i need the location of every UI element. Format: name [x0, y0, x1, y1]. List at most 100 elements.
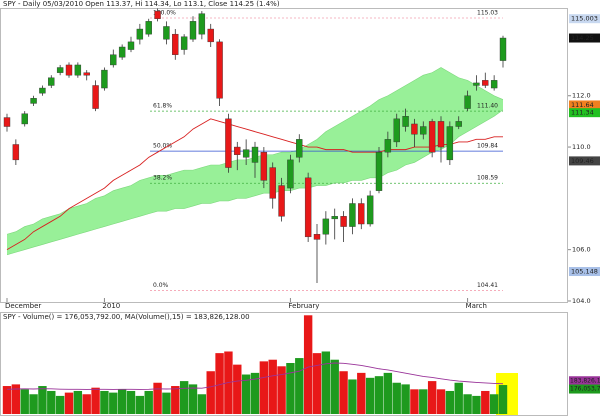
price-label-box: [569, 33, 600, 43]
candle-body: [83, 72, 90, 76]
candle-body: [349, 203, 356, 227]
x-tick-label: December: [5, 302, 41, 310]
candle-body: [101, 69, 108, 89]
price-label-box: [569, 267, 600, 277]
fib-label: 50.0%: [153, 143, 172, 150]
volume-bar: [401, 384, 410, 414]
candle-body: [437, 121, 445, 148]
y-tick-label: 104.0: [572, 297, 591, 305]
volume-bar: [339, 371, 348, 414]
candle-body: [118, 46, 126, 58]
volume-bar: [144, 390, 153, 414]
y-tick-label: 112.0: [572, 92, 591, 100]
candle-body: [48, 77, 55, 86]
volume-bar: [472, 395, 481, 414]
volume-bar: [91, 387, 100, 414]
volume-bar: [179, 381, 189, 414]
volume-bar: [197, 394, 207, 414]
volume-bar: [286, 363, 295, 414]
price-label: 111.34: [571, 109, 594, 117]
volume-bar: [321, 351, 331, 414]
price-label: 114.25: [571, 34, 594, 42]
fib-label: 38.2%: [153, 175, 172, 182]
volume-label-box: [569, 376, 600, 386]
candle-body: [145, 21, 152, 35]
candle-body: [154, 10, 161, 19]
candle-body: [136, 28, 144, 40]
candle-body: [499, 37, 507, 61]
volume-bar: [126, 390, 136, 414]
candle-body: [92, 85, 99, 109]
fib-label: 61.8%: [153, 103, 172, 110]
fib-value: 104.41: [477, 282, 498, 289]
volume-bar: [295, 358, 304, 414]
candle-body: [198, 13, 206, 35]
candle-body: [375, 151, 383, 191]
candle-body: [74, 64, 82, 76]
candle-body: [260, 151, 268, 181]
volume-bar: [436, 389, 446, 414]
candle-body: [313, 234, 321, 240]
volume-bar: [392, 382, 401, 414]
moving-average: [6, 118, 503, 251]
volume-bar: [303, 315, 313, 414]
price-panel-frame: [0, 8, 568, 303]
volume-bar: [233, 364, 242, 414]
volume-bar: [445, 390, 455, 414]
volume-bar: [374, 376, 384, 414]
candle-body: [127, 41, 135, 50]
cloud-edge: [6, 109, 504, 256]
candle-body: [358, 203, 365, 225]
volume-bar: [73, 390, 83, 414]
candle-body: [189, 21, 197, 40]
candle-body: [180, 36, 188, 50]
candle-body: [490, 80, 498, 89]
candle-body: [56, 67, 64, 73]
candle-body: [251, 146, 259, 163]
x-tick-label: March: [466, 302, 487, 310]
candle-body: [269, 167, 276, 199]
volume-bar: [38, 386, 47, 414]
volume-bar: [215, 353, 224, 414]
candle-body: [482, 80, 489, 86]
volume-bar: [419, 389, 428, 414]
volume-bar: [206, 371, 215, 414]
volume-bar: [29, 394, 38, 414]
fib-value: 115.03: [477, 10, 498, 17]
candle-body: [384, 139, 392, 153]
volume-bar: [171, 386, 180, 414]
volume-label: 176,053,7: [570, 386, 600, 393]
volume-bar: [64, 392, 74, 414]
y-tick-label: 110.0: [572, 143, 591, 151]
fib-value: 111.40: [477, 103, 498, 110]
volume-bar: [498, 385, 508, 414]
volume-bar: [268, 359, 277, 414]
candle-body: [65, 64, 73, 76]
candle-body: [322, 218, 330, 235]
volume-bar: [365, 377, 375, 414]
volume-bar: [463, 394, 472, 414]
volume-bar: [330, 359, 339, 414]
candle-body: [296, 139, 303, 158]
volume-label-box: [569, 384, 600, 394]
candle-body: [287, 159, 294, 189]
volume-bar: [250, 372, 260, 414]
fib-label: 0.0%: [153, 282, 169, 289]
volume-bar: [153, 382, 162, 414]
candle-body: [3, 117, 11, 127]
volume-bar: [481, 390, 490, 414]
price-label: 111.64: [571, 101, 594, 109]
candle-body: [473, 82, 480, 86]
price-label: 109.46: [571, 157, 594, 165]
fib-label: 100.0%: [153, 10, 176, 17]
volume-bar: [357, 372, 366, 414]
candle-body: [234, 146, 241, 155]
x-tick-label: 2010: [102, 302, 120, 310]
price-label: 105.148: [571, 268, 598, 276]
volume-ma: [6, 362, 504, 390]
volume-title: SPY - Volume() = 176,053,792.00, MA(Volu…: [3, 313, 250, 321]
candle-body: [278, 185, 285, 217]
price-label-box: [569, 108, 600, 118]
